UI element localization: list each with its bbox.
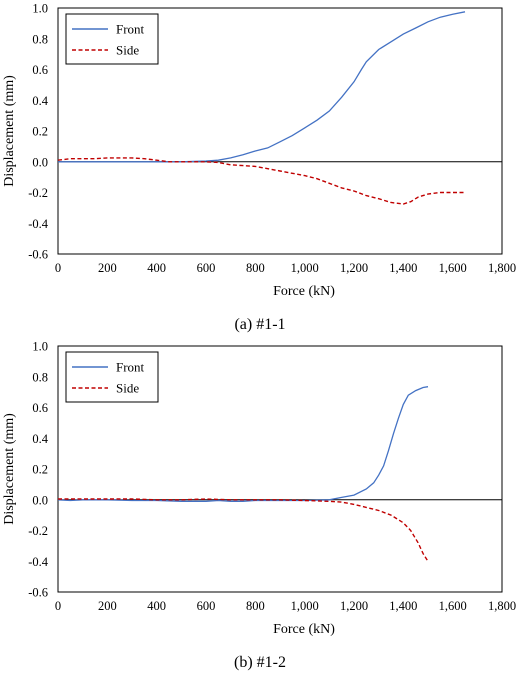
y-tick-label: -0.2 [28,524,48,538]
y-tick-label: 0.0 [32,155,48,169]
x-tick-label: 1,600 [439,599,467,613]
y-tick-label: 0.0 [32,493,48,507]
y-axis-title: Displacement (mm) [2,413,17,525]
chart-caption: (a) #1-1 [234,316,285,333]
legend: Front Side [65,351,159,403]
x-tick-label: 400 [147,599,166,613]
y-tick-label: 1.0 [32,2,48,16]
chart-caption: (b) #1-2 [234,654,286,671]
series-line-front [57,386,429,502]
y-tick-label: 0.6 [32,401,48,415]
y-tick-label: 0.6 [32,63,48,77]
legend-box [65,351,159,403]
legend-label-front: Front [116,360,145,375]
legend-label-front: Front [116,22,145,37]
series-line-side [57,157,465,205]
x-tick-label: 600 [197,599,216,613]
y-tick-label: 0.8 [32,32,48,46]
x-tick-label: 1,200 [340,599,368,613]
chart-1: 0 200 400 600 800 1,000 1,200 1,400 1,600 1,800 -0… [2,2,516,334]
y-tick-label: 0.2 [32,125,48,139]
x-tick-label: 0 [55,261,61,275]
x-tick-label: 1,000 [291,261,319,275]
chart-2: 0 200 400 600 800 1,000 1,200 1,400 1,600 1,800 -0… [2,340,516,672]
y-tick-label: -0.4 [28,555,49,569]
series-line-side [58,498,429,562]
y-tick-label: 1.0 [32,340,48,354]
series-line-front [58,11,466,163]
legend-label-side: Side [116,43,139,58]
x-tick-label: 600 [197,261,216,275]
y-tick-label: -0.6 [28,586,48,600]
x-tick-label: 200 [98,599,117,613]
x-axis-title: Force (kN) [273,622,335,637]
x-tick-label: 1,200 [340,261,368,275]
x-tick-label: 400 [147,261,166,275]
y-axis-title: Displacement (mm) [2,75,17,187]
y-tick-label: -0.6 [28,248,48,262]
legend: Front Side [65,13,159,65]
y-tick-label: 0.8 [32,370,48,384]
x-tick-label: 0 [55,599,61,613]
x-tick-label: 800 [246,261,265,275]
x-tick-label: 1,400 [389,599,417,613]
y-tick-label: 0.4 [32,432,48,446]
x-tick-label: 200 [98,261,117,275]
x-axis-title: Force (kN) [273,284,335,299]
legend-label-side: Side [116,381,139,396]
y-tick-label: 0.4 [32,94,48,108]
x-tick-label: 1,000 [291,599,319,613]
legend-box [65,13,159,65]
y-tick-label: -0.4 [28,217,49,231]
x-tick-label: 1,800 [488,261,516,275]
x-tick-label: 1,800 [488,599,516,613]
y-tick-label: -0.2 [28,186,48,200]
x-tick-label: 800 [246,599,265,613]
x-tick-label: 1,400 [389,261,417,275]
y-tick-label: 0.2 [32,463,48,477]
x-tick-label: 1,600 [439,261,467,275]
